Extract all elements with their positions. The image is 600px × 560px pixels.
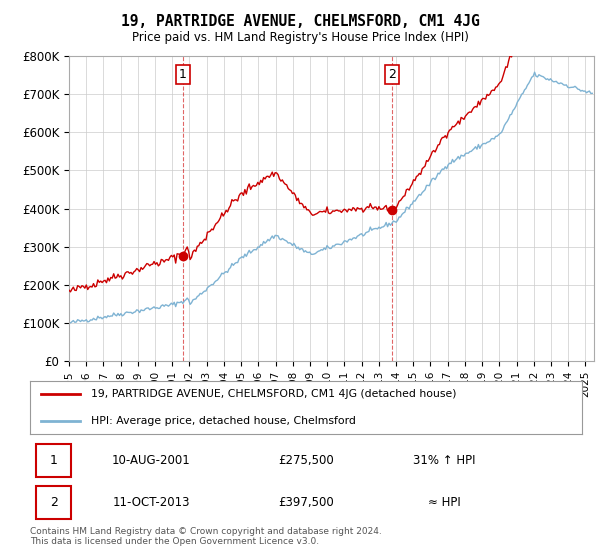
Text: 2: 2 xyxy=(388,68,397,81)
Text: 1: 1 xyxy=(179,68,187,81)
Text: 11-OCT-2013: 11-OCT-2013 xyxy=(113,496,190,509)
Text: 1: 1 xyxy=(50,454,58,467)
Text: 10-AUG-2001: 10-AUG-2001 xyxy=(112,454,191,467)
Text: £275,500: £275,500 xyxy=(278,454,334,467)
Text: 2: 2 xyxy=(50,496,58,509)
Text: 31% ↑ HPI: 31% ↑ HPI xyxy=(413,454,475,467)
Text: 19, PARTRIDGE AVENUE, CHELMSFORD, CM1 4JG (detached house): 19, PARTRIDGE AVENUE, CHELMSFORD, CM1 4J… xyxy=(91,389,456,399)
Text: Contains HM Land Registry data © Crown copyright and database right 2024.: Contains HM Land Registry data © Crown c… xyxy=(30,528,382,536)
Text: 19, PARTRIDGE AVENUE, CHELMSFORD, CM1 4JG: 19, PARTRIDGE AVENUE, CHELMSFORD, CM1 4J… xyxy=(121,14,479,29)
Text: Price paid vs. HM Land Registry's House Price Index (HPI): Price paid vs. HM Land Registry's House … xyxy=(131,31,469,44)
FancyBboxPatch shape xyxy=(35,444,71,477)
Text: £397,500: £397,500 xyxy=(278,496,334,509)
Text: HPI: Average price, detached house, Chelmsford: HPI: Average price, detached house, Chel… xyxy=(91,416,356,426)
Text: ≈ HPI: ≈ HPI xyxy=(428,496,460,509)
FancyBboxPatch shape xyxy=(35,486,71,520)
Text: This data is licensed under the Open Government Licence v3.0.: This data is licensed under the Open Gov… xyxy=(30,537,319,546)
